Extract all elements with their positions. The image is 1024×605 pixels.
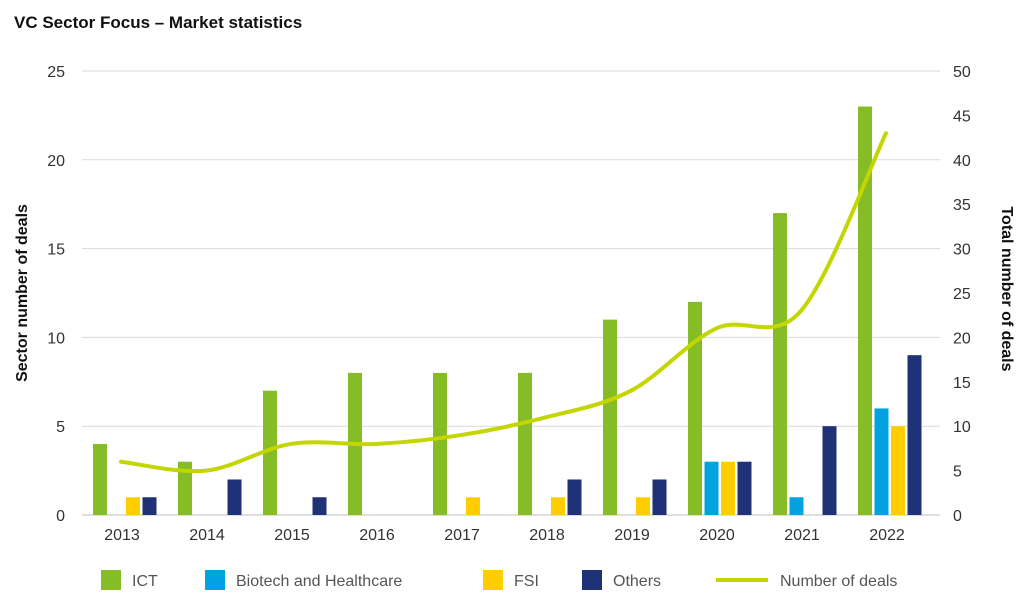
chart-title: VC Sector Focus – Market statistics bbox=[14, 13, 303, 32]
y-tick-label: 15 bbox=[47, 242, 65, 259]
x-tick-label: 2017 bbox=[444, 527, 480, 544]
y2-tick-label: 10 bbox=[953, 419, 971, 436]
bar-biotech-and-healthcare bbox=[704, 461, 719, 515]
line-number-of-deals bbox=[119, 131, 888, 474]
left-axis: 0 5 10 15 20 25 bbox=[47, 64, 65, 525]
y2-tick-label: 0 bbox=[953, 508, 962, 525]
y2-tick-label: 20 bbox=[953, 330, 971, 347]
x-axis: 2013 2014 2015 2016 2017 2018 2019 2020 2021 2022 bbox=[104, 527, 905, 544]
x-tick-label: 2015 bbox=[274, 527, 310, 544]
y-tick-label: 5 bbox=[56, 419, 65, 436]
bar-others bbox=[142, 497, 157, 515]
bar-others bbox=[652, 479, 667, 515]
y-tick-label: 20 bbox=[47, 153, 65, 170]
bar-ict bbox=[178, 461, 192, 515]
bar-others bbox=[227, 479, 242, 515]
x-tick-label: 2014 bbox=[189, 527, 225, 544]
legend-label-fsi: FSI bbox=[514, 573, 539, 590]
legend: ICT Biotech and Healthcare FSI Others Number… bbox=[101, 570, 897, 590]
bar-others bbox=[822, 426, 837, 515]
bar-ict bbox=[433, 372, 447, 515]
bar-ict bbox=[688, 301, 702, 515]
line-series bbox=[119, 131, 888, 474]
bar-ict bbox=[858, 106, 872, 516]
bar-ict bbox=[518, 372, 532, 515]
y2-tick-label: 40 bbox=[953, 153, 971, 170]
legend-label-others: Others bbox=[613, 573, 661, 590]
x-tick-label: 2021 bbox=[784, 527, 820, 544]
x-tick-label: 2020 bbox=[699, 527, 735, 544]
y2-tick-label: 30 bbox=[953, 242, 971, 259]
y2-tick-label: 35 bbox=[953, 197, 971, 214]
bar-biotech-and-healthcare bbox=[789, 497, 804, 515]
y2-tick-label: 45 bbox=[953, 108, 971, 125]
bar-ict bbox=[603, 319, 617, 515]
legend-label-number-of-deals: Number of deals bbox=[780, 573, 897, 590]
bar-others bbox=[737, 461, 752, 515]
y-tick-label: 0 bbox=[56, 508, 65, 525]
bar-biotech-and-healthcare bbox=[874, 408, 889, 515]
y2-tick-label: 5 bbox=[953, 464, 962, 481]
bar-ict bbox=[773, 213, 787, 515]
right-axis: 0 5 10 15 20 25 30 35 40 45 50 bbox=[953, 64, 971, 525]
y2-tick-label: 15 bbox=[953, 375, 971, 392]
y2-axis-title: Total number of deals bbox=[998, 206, 1015, 371]
x-tick-label: 2013 bbox=[104, 527, 140, 544]
bar-others bbox=[567, 479, 582, 515]
legend-swatch-others bbox=[582, 570, 602, 590]
legend-label-biotech-and-healthcare: Biotech and Healthcare bbox=[236, 573, 402, 590]
y-axis-title: Sector number of deals bbox=[14, 204, 31, 382]
bar-others bbox=[907, 355, 922, 515]
legend-swatch-ict bbox=[101, 570, 121, 590]
x-tick-label: 2022 bbox=[869, 527, 905, 544]
bar-fsi bbox=[891, 426, 905, 515]
y2-tick-label: 25 bbox=[953, 286, 971, 303]
bar-fsi bbox=[126, 497, 140, 515]
bar-fsi bbox=[636, 497, 650, 515]
bars bbox=[93, 106, 922, 516]
bar-fsi bbox=[551, 497, 565, 515]
legend-label-ict: ICT bbox=[132, 573, 158, 590]
y2-tick-label: 50 bbox=[953, 64, 971, 81]
x-tick-label: 2016 bbox=[359, 527, 395, 544]
bar-ict bbox=[263, 390, 277, 515]
legend-swatch-fsi bbox=[483, 570, 503, 590]
bar-others bbox=[312, 497, 327, 515]
bar-fsi bbox=[466, 497, 480, 515]
x-tick-label: 2019 bbox=[614, 527, 650, 544]
y-tick-label: 10 bbox=[47, 330, 65, 347]
legend-swatch-biotech-and-healthcare bbox=[205, 570, 225, 590]
bar-fsi bbox=[721, 461, 735, 515]
y-tick-label: 25 bbox=[47, 64, 65, 81]
bar-ict bbox=[93, 443, 107, 515]
x-tick-label: 2018 bbox=[529, 527, 565, 544]
